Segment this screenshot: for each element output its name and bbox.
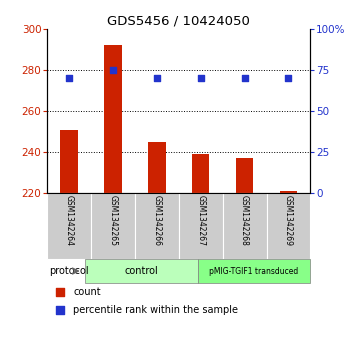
Text: percentile rank within the sample: percentile rank within the sample	[73, 305, 238, 315]
Bar	[192, 154, 209, 193]
Bar	[104, 45, 122, 193]
Bar	[280, 191, 297, 193]
Bar	[223, 193, 266, 259]
Point	[242, 76, 248, 81]
Text: GSM1342268: GSM1342268	[240, 195, 249, 246]
Text: GSM1342269: GSM1342269	[284, 195, 293, 246]
Bar	[60, 130, 78, 193]
Text: pMIG-TGIF1 transduced: pMIG-TGIF1 transduced	[209, 266, 299, 276]
Text: GSM1342265: GSM1342265	[108, 195, 117, 246]
Bar	[91, 193, 135, 259]
Bar	[179, 193, 223, 259]
Bar	[47, 193, 91, 259]
Point	[286, 76, 291, 81]
Bar	[84, 259, 197, 283]
Text: control: control	[124, 266, 158, 276]
Text: GSM1342264: GSM1342264	[64, 195, 73, 246]
Bar	[148, 142, 165, 193]
Bar	[197, 259, 310, 283]
Text: GSM1342266: GSM1342266	[152, 195, 161, 246]
Bar	[135, 193, 179, 259]
Point	[198, 76, 204, 81]
Bar	[236, 159, 253, 193]
Point	[110, 67, 116, 73]
Point	[57, 289, 63, 295]
Text: protocol: protocol	[49, 266, 88, 276]
Point	[57, 307, 63, 313]
Point	[66, 76, 72, 81]
Title: GDS5456 / 10424050: GDS5456 / 10424050	[107, 15, 250, 28]
Point	[154, 76, 160, 81]
Bar	[266, 193, 310, 259]
Text: GSM1342267: GSM1342267	[196, 195, 205, 246]
Text: count: count	[73, 287, 101, 297]
